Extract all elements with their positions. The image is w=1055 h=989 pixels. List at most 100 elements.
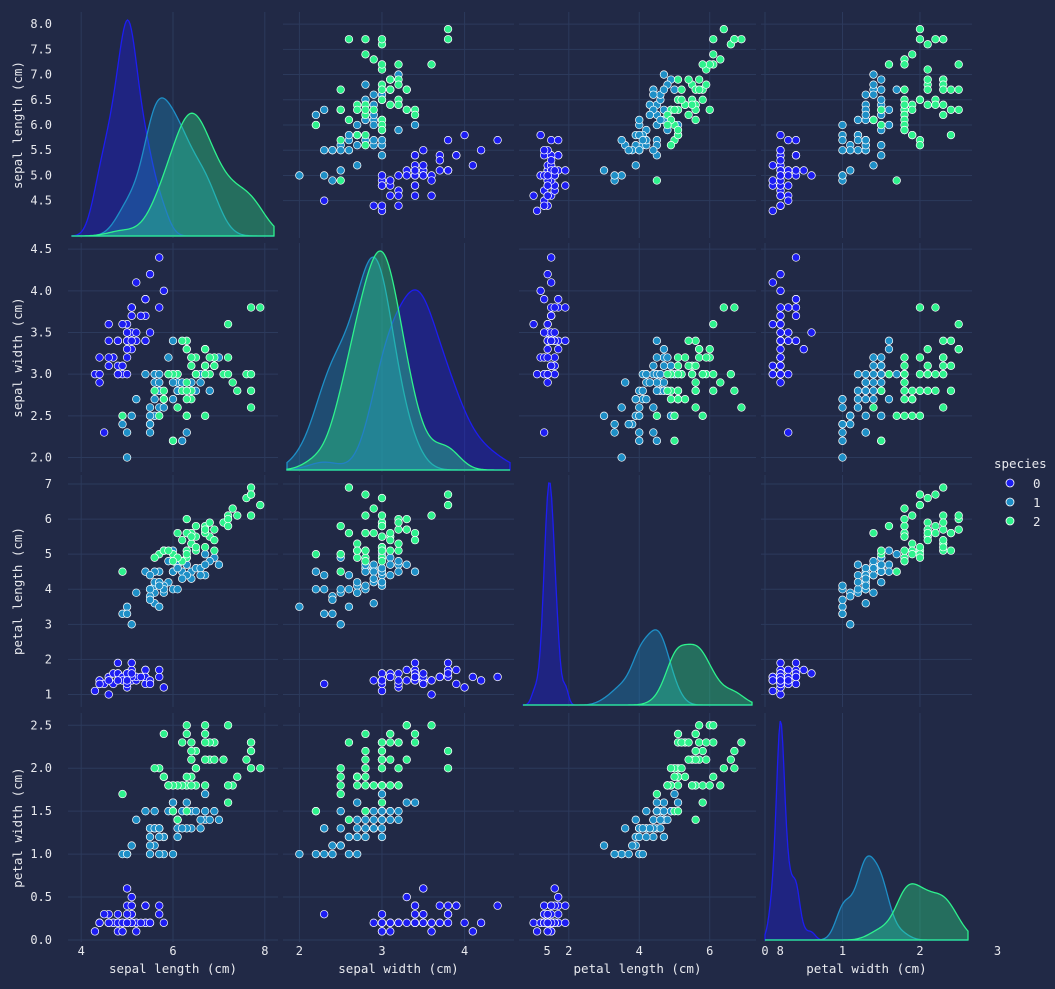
point-r0-c1-s1-34 [377,151,387,160]
point-r3-c0-s2-24 [200,755,210,764]
point-r3-c0-s1-16 [150,807,159,816]
point-r0-c1-s2-47 [377,95,387,104]
point-r3-c1-s1-42 [344,832,354,842]
point-r3-c0-s1-43 [122,849,132,859]
point-r0-c3-s2-30 [908,50,917,59]
point-r0-c3-s2-5 [923,40,932,49]
point-r2-c1-s2-36 [410,528,420,538]
y-tick-label: 1.0 [30,847,52,861]
point-r0-c3-s1-31 [838,146,847,155]
point-r3-c2-s1-40 [649,832,658,842]
point-r3-c1-s0-46 [443,918,453,927]
point-r1-c0-s0-16 [141,295,150,304]
point-r1-c2-s2-41 [673,361,683,370]
point-r1-c3-s0-6 [784,336,793,345]
point-r1-c2-s2-33 [673,386,683,395]
point-r3-c2-s1-26 [663,815,672,824]
point-r1-c2-s1-15 [649,361,658,370]
point-r3-c1-s1-36 [386,807,395,816]
point-r0-c3-s2-6 [892,176,901,185]
point-r1-c2-s0-24 [561,336,570,345]
point-r0-c3-s2-9 [954,60,963,69]
point-r3-c1-s2-49 [377,781,387,790]
point-r3-c0-s0-43 [122,884,132,893]
point-r1-c0-s1-48 [127,411,136,420]
point-r1-c2-s1-39 [635,411,644,420]
y-tick-label: 2.5 [30,409,52,423]
point-r1-c0-s1-18 [178,436,187,445]
point-r0-c3-s2-46 [908,105,917,115]
point-r1-c2-s2-31 [719,303,728,312]
point-r1-c3-s1-15 [869,361,878,370]
point-r3-c1-s2-45 [377,738,387,747]
point-r1-c0-s2-6 [118,411,127,420]
point-r0-c2-s2-25 [705,60,714,69]
point-r0-c2-s0-46 [550,166,559,175]
point-r1-c3-s1-42 [853,403,863,412]
point-r3-c1-s2-40 [386,729,395,739]
point-r2-c3-s2-22 [915,490,925,499]
point-r0-c2-s2-49 [673,125,683,135]
point-r0-c2-s2-31 [719,24,728,34]
point-r0-c3-s0-15 [791,135,801,145]
point-r2-c3-s2-11 [908,539,917,548]
point-r2-c1-s2-17 [443,490,453,499]
point-r0-c2-s1-48 [599,166,609,175]
point-r1-c0-s2-33 [182,386,191,395]
point-r2-c0-s2-41 [210,546,219,555]
point-r0-c2-s0-20 [554,151,563,160]
point-r3-c1-s2-26 [361,781,370,790]
point-r3-c2-s1-45 [642,832,651,842]
point-r2-c3-s2-14 [946,546,956,555]
point-r1-c3-s2-25 [900,353,909,362]
point-r2-c1-s0-5 [452,665,461,675]
point-r0-c3-s2-17 [931,35,940,44]
point-r3-c2-s1-35 [652,798,662,807]
point-r1-c2-s2-9 [709,320,718,329]
point-r0-c2-s0-15 [547,135,556,145]
point-r2-c3-s2-35 [939,511,948,520]
point-r1-c0-s1-31 [145,420,155,429]
point-r1-c3-s2-23 [900,395,909,404]
point-r0-c2-s1-41 [656,115,665,125]
point-r2-c0-s1-0 [214,560,224,569]
point-r0-c1-s0-39 [410,166,420,175]
point-r0-c2-s1-25 [649,90,658,99]
point-r2-c1-s1-7 [328,609,337,618]
point-r1-c3-s2-44 [954,345,963,354]
point-r1-c0-s2-18 [246,403,256,412]
point-r1-c3-s1-48 [846,411,855,420]
point-r1-c3-s1-29 [838,403,847,412]
point-r2-c3-s2-30 [908,511,917,520]
point-r3-c2-s2-35 [709,738,718,747]
point-r1-c0-s2-43 [205,353,214,362]
point-r2-c0-s0-22 [104,690,113,699]
point-r2-c0-s0-13 [90,686,100,696]
point-r2-c1-s1-48 [336,620,345,629]
point-r1-c2-s1-48 [599,411,609,420]
point-r2-c1-s2-10 [394,546,403,555]
point-r3-c0-s2-49 [164,781,173,790]
point-r2-c1-s2-32 [361,528,370,538]
point-r0-c1-s2-49 [377,125,387,135]
point-r3-c1-s2-33 [361,807,370,816]
point-r3-c0-s2-39 [210,755,219,764]
point-r0-c1-s2-14 [361,130,370,140]
x-tick-label: 2 [296,944,303,958]
point-r3-c1-s0-21 [435,901,444,910]
point-r2-c1-s0-32 [468,672,477,682]
point-r3-c1-s0-23 [402,892,411,902]
point-r0-c1-s0-14 [460,130,469,140]
point-r0-c1-s0-32 [468,161,477,170]
point-r0-c2-s2-18 [737,35,746,44]
point-r3-c0-s2-29 [223,798,233,807]
point-r0-c2-s2-46 [670,105,679,115]
point-r1-c3-s1-0 [869,353,878,362]
x-tick-label: 8 [261,944,268,958]
point-r3-c1-s2-31 [443,764,453,773]
point-r2-c3-s2-37 [900,532,909,541]
point-r2-c3-s2-40 [946,528,956,538]
point-r3-c2-s0-18 [554,910,563,919]
point-r2-c0-s2-7 [228,504,237,513]
point-r3-c0-s1-6 [182,798,191,807]
